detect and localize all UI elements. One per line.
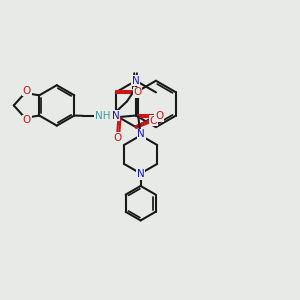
Text: O: O bbox=[155, 111, 163, 122]
Text: O: O bbox=[23, 115, 31, 125]
Text: N: N bbox=[112, 110, 120, 121]
Text: N: N bbox=[137, 129, 145, 139]
Text: O: O bbox=[114, 133, 122, 143]
Text: O: O bbox=[134, 87, 142, 97]
Text: O: O bbox=[150, 116, 158, 126]
Text: NH: NH bbox=[94, 111, 110, 121]
Text: N: N bbox=[137, 169, 145, 179]
Text: O: O bbox=[23, 85, 31, 96]
Text: N: N bbox=[132, 76, 140, 86]
